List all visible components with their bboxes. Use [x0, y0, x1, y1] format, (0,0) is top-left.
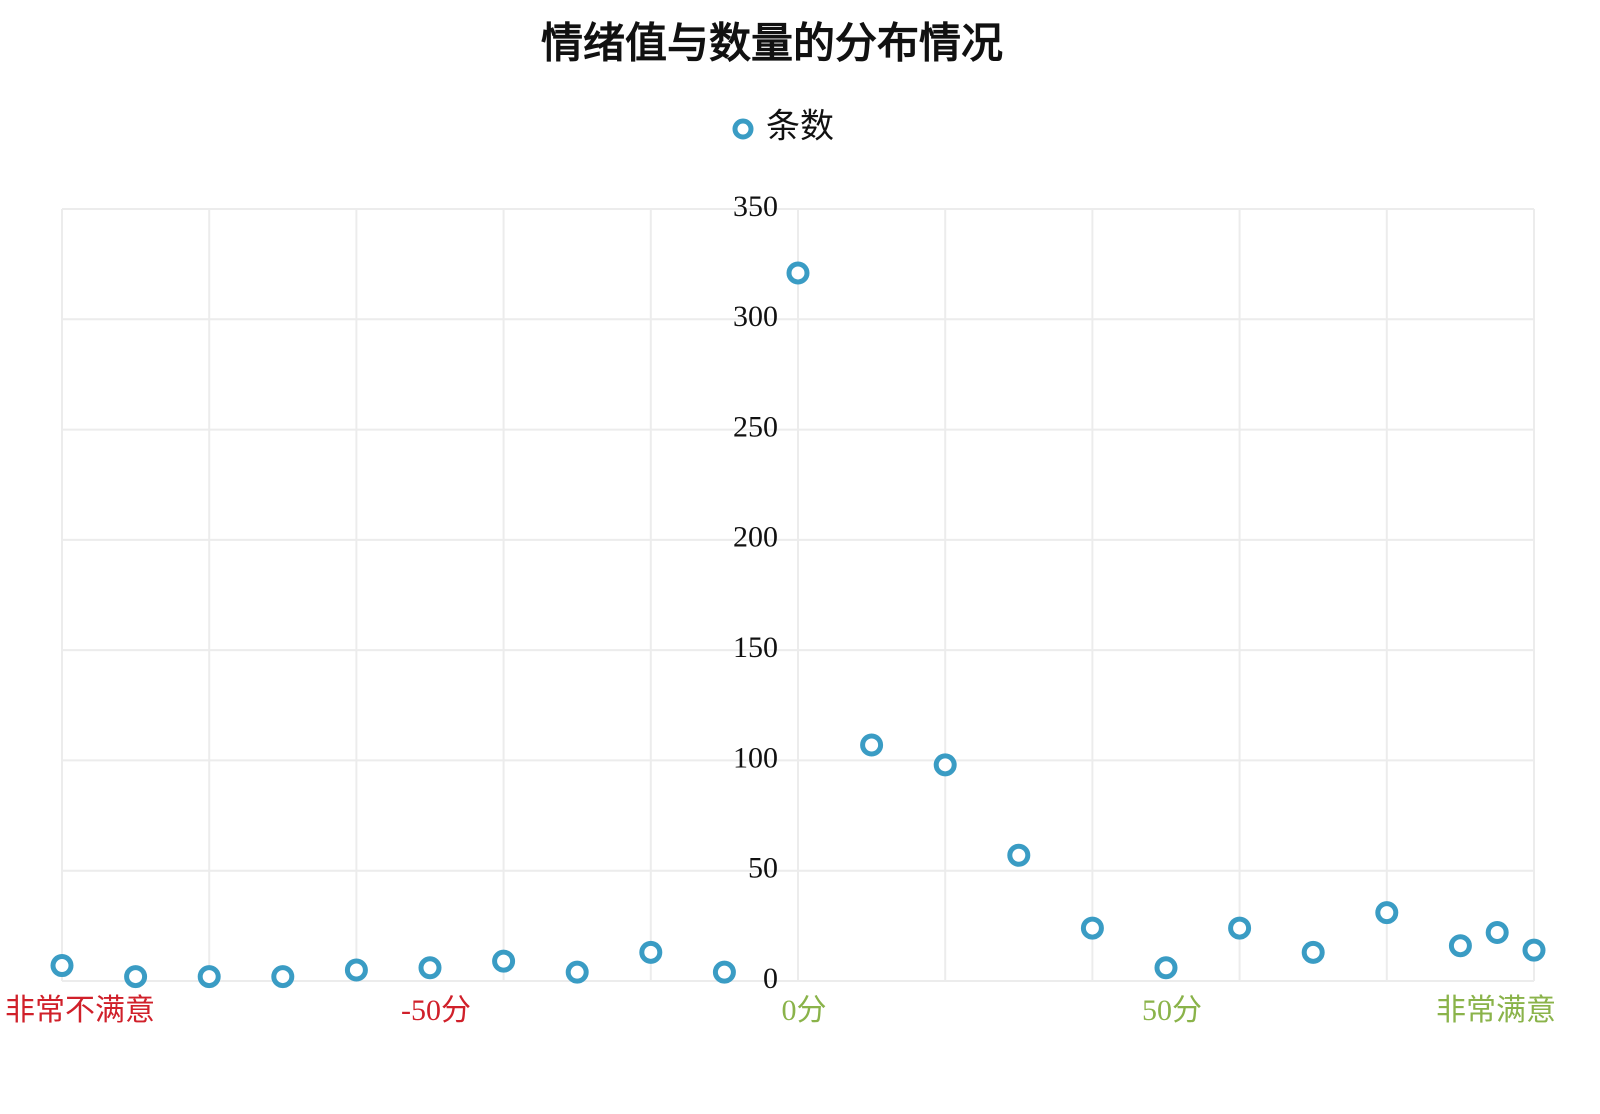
y-tick-label: 100	[733, 741, 778, 774]
point	[1080, 916, 1104, 940]
y-tick-label: 150	[733, 631, 778, 664]
legend-marker	[732, 118, 754, 140]
y-tick-label: 0	[763, 962, 778, 995]
y-tick-label: 200	[733, 521, 778, 554]
point	[1522, 938, 1546, 962]
point	[1301, 940, 1325, 964]
point	[565, 960, 589, 984]
chart-title: 情绪值与数量的分布情况	[541, 19, 1003, 68]
y-tick-label: 250	[733, 410, 778, 443]
y-tick-label: 300	[733, 300, 778, 333]
point	[1228, 916, 1252, 940]
legend-label: 条数	[766, 107, 834, 147]
point	[933, 753, 957, 777]
y-tick-label: 350	[733, 190, 778, 223]
point	[1375, 901, 1399, 925]
point	[712, 960, 736, 984]
point	[124, 965, 148, 989]
point	[418, 956, 442, 980]
point	[639, 940, 663, 964]
point	[1448, 934, 1472, 958]
x-tick-label: 非常满意	[1436, 994, 1556, 1027]
point	[1485, 920, 1509, 944]
point	[492, 949, 516, 973]
point	[50, 954, 74, 978]
point	[860, 733, 884, 757]
x-tick-label: 50分	[1142, 994, 1202, 1027]
x-tick-label: 非常不满意	[5, 994, 155, 1027]
point	[271, 965, 295, 989]
point	[344, 958, 368, 982]
x-tick-label: -50分	[401, 994, 471, 1027]
y-tick-label: 50	[748, 852, 778, 885]
point	[786, 261, 810, 285]
point	[197, 965, 221, 989]
point	[1007, 843, 1031, 867]
x-tick-label: 0分	[782, 994, 827, 1027]
point	[1154, 956, 1178, 980]
